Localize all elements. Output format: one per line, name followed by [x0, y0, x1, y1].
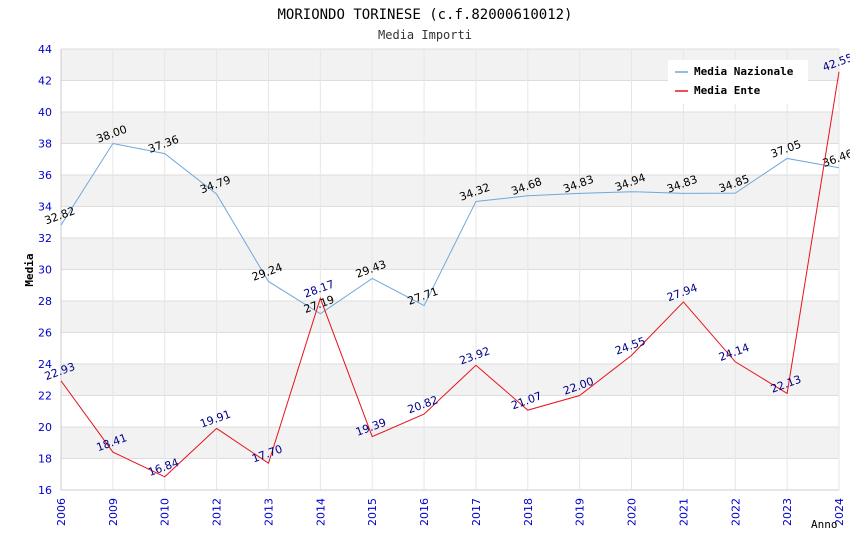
- chart-title: MORIONDO TORINESE (c.f.82000610012): [277, 7, 572, 23]
- x-tick-label: 2022: [729, 498, 742, 526]
- y-tick-label: 40: [38, 106, 52, 119]
- x-tick-label: 2019: [574, 498, 587, 526]
- plot-background-bands: [61, 49, 839, 490]
- plot-band: [61, 112, 839, 144]
- y-tick-label: 36: [38, 169, 52, 182]
- y-tick-labels: 16 18 20 22 24 26 28 30 32 34 36 38 40 42 44: [38, 43, 52, 497]
- x-tick-label: 2023: [781, 498, 794, 526]
- axes: [60, 49, 839, 491]
- y-tick-label: 24: [38, 358, 52, 371]
- y-tick-label: 26: [38, 327, 52, 340]
- legend-box: [668, 60, 808, 104]
- plot-band: [61, 427, 839, 459]
- x-tick-label: 2018: [522, 498, 535, 526]
- chart-subtitle: Media Importi: [378, 28, 472, 42]
- plot-band: [61, 206, 839, 238]
- y-tick-label: 18: [38, 453, 52, 466]
- y-tick-label: 30: [38, 264, 52, 277]
- y-tick-label: 16: [38, 484, 52, 497]
- plot-band: [61, 301, 839, 333]
- x-tick-label: 2006: [55, 498, 68, 526]
- y-tick-label: 42: [38, 75, 52, 88]
- y-axis-label: Media: [23, 253, 36, 286]
- x-tick-label: 2021: [677, 498, 690, 526]
- series-line-media-ente: [60, 71, 840, 478]
- legend-label-media-ente: Media Ente: [694, 84, 761, 97]
- x-tick-label: 2015: [366, 498, 379, 526]
- series-lines: [60, 71, 840, 478]
- x-tick-label: 2020: [626, 498, 639, 526]
- y-tick-label: 34: [38, 201, 52, 214]
- y-tick-label: 44: [38, 43, 52, 56]
- x-tick-label: 2014: [314, 498, 327, 526]
- legend-label-media-nazionale: Media Nazionale: [694, 65, 794, 78]
- x-tick-label: 2024: [833, 498, 846, 526]
- y-tick-label: 32: [38, 232, 52, 245]
- plot-band: [61, 364, 839, 396]
- y-tick-label: 28: [38, 295, 52, 308]
- series-line-media-nazionale: [60, 142, 840, 315]
- plot-band: [61, 269, 839, 301]
- plot-band: [61, 175, 839, 207]
- x-axis-label: Anno: [811, 518, 838, 531]
- x-tick-label: 2016: [418, 498, 431, 526]
- plot-band: [61, 395, 839, 427]
- y-tick-label: 20: [38, 421, 52, 434]
- legend: Media Nazionale Media Ente: [668, 60, 808, 104]
- x-tick-label: 2009: [107, 498, 120, 526]
- x-tick-label: 2012: [211, 498, 224, 526]
- plot-band: [61, 332, 839, 364]
- x-tick-label: 2013: [262, 498, 275, 526]
- y-tick-label: 22: [38, 390, 52, 403]
- plot-band: [61, 143, 839, 175]
- x-tick-label: 2010: [159, 498, 172, 526]
- y-tick-label: 38: [38, 138, 52, 151]
- x-tick-label: 2017: [470, 498, 483, 526]
- x-tick-labels: 2006 2009 2010 2012 2013 2014 2015 2016 2017 2018…: [55, 498, 846, 526]
- gridlines: [60, 48, 840, 491]
- plot-band: [61, 458, 839, 490]
